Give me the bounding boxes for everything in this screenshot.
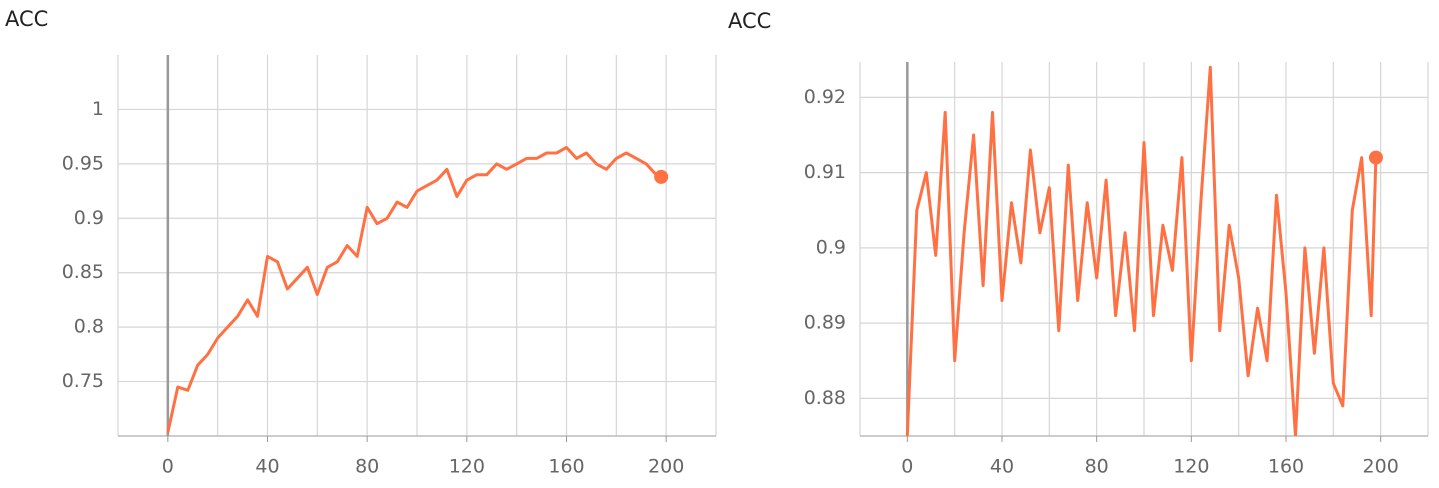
x-tick-label: 120: [1173, 456, 1209, 478]
x-tick-label: 40: [990, 456, 1014, 478]
chart-title: ACC: [5, 7, 48, 31]
y-tick-label: 0.89: [804, 312, 846, 334]
chart-panel: ACC 0.88 0.89 0.9 0.91 0.92 0 40 80 120 160 200: [728, 9, 1429, 478]
chart-panel: ACC 0.75 0.8 0.85 0.9 0.95 1 0 40 80 120 160 200: [5, 7, 717, 478]
series-line: [166, 146, 662, 434]
x-tick-label: 200: [648, 456, 684, 478]
last-point-marker: [1368, 150, 1383, 165]
last-point-marker: [654, 169, 669, 184]
y-tick-label: 0.75: [62, 370, 104, 392]
x-tick-label: 160: [548, 456, 584, 478]
x-tick-label: 0: [162, 456, 174, 478]
chart-title: ACC: [728, 9, 771, 33]
y-tick-label: 0.9: [74, 207, 104, 229]
y-tick-label: 0.88: [804, 387, 846, 409]
y-tick-label: 0.8: [74, 316, 104, 338]
x-tick-label: 40: [255, 456, 279, 478]
x-tick-label: 120: [449, 456, 485, 478]
x-tick-label: 80: [1085, 456, 1109, 478]
y-tick-label: 0.91: [804, 161, 846, 183]
y-tick-label: 0.85: [62, 261, 104, 283]
y-tick-label: 0.92: [804, 86, 846, 108]
x-tick-label: 160: [1268, 456, 1304, 478]
x-tick-label: 200: [1363, 456, 1399, 478]
x-tick-label: 0: [901, 456, 913, 478]
y-tick-label: 0.9: [816, 236, 846, 258]
series-line: [905, 65, 1378, 436]
y-tick-label: 0.95: [62, 152, 104, 174]
x-tick-label: 80: [355, 456, 379, 478]
y-tick-label: 1: [92, 98, 104, 120]
